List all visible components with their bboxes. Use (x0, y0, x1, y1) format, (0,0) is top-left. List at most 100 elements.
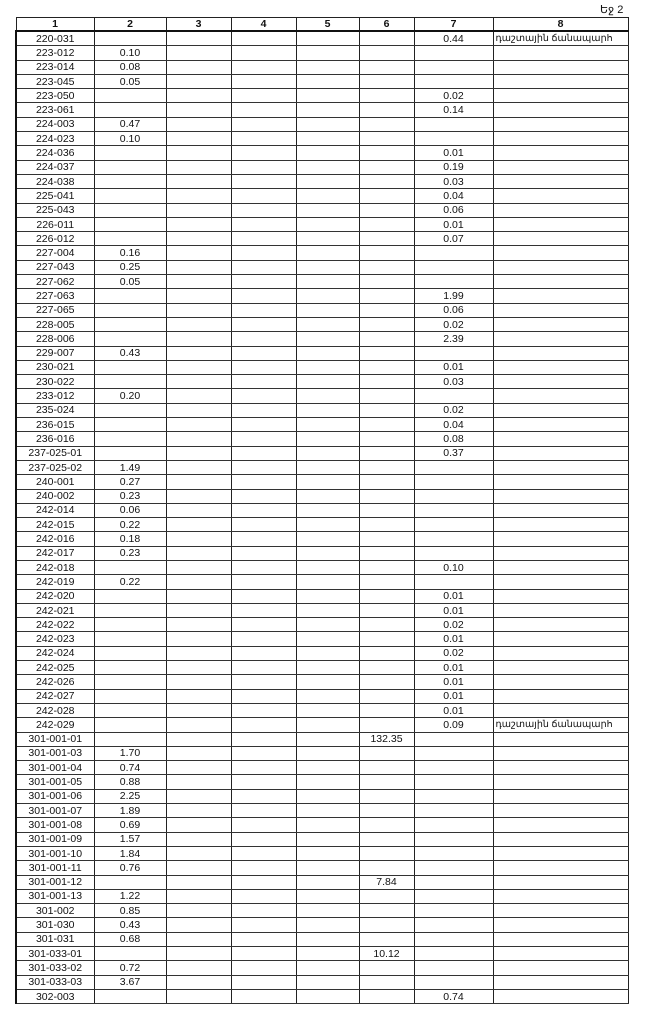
note-cell (492, 988, 629, 1005)
value-cell (358, 617, 415, 633)
parcel-code-cell: 301-001-10 (15, 845, 95, 862)
value-cell (358, 59, 415, 75)
parcel-code-cell: 223-045 (15, 73, 95, 90)
value-cell (230, 860, 297, 876)
value-cell: 0.08 (93, 59, 167, 75)
note-cell (492, 359, 629, 376)
value-cell (230, 159, 297, 175)
value-cell (295, 831, 360, 847)
value-cell: 0.43 (93, 345, 167, 361)
value-cell (93, 988, 167, 1005)
parcel-code-cell: 229-007 (15, 345, 95, 361)
note-cell (492, 874, 629, 890)
value-cell (358, 388, 415, 404)
table-row: 242-017 0.23 (15, 545, 629, 561)
value-cell: 0.02 (413, 617, 494, 633)
parcel-code-cell: 227-063 (15, 288, 95, 304)
table-row: 223-014 0.08 (15, 59, 629, 75)
value-cell (358, 459, 415, 476)
value-cell (230, 216, 297, 233)
note-cell (492, 860, 629, 876)
value-cell (413, 945, 494, 962)
value-cell: 0.25 (93, 259, 167, 276)
value-cell (358, 702, 415, 719)
value-cell: 0.01 (413, 216, 494, 233)
value-cell (230, 431, 297, 447)
value-cell (230, 30, 297, 47)
value-cell (165, 702, 232, 719)
table-row: 301-001-01 132.35 (15, 731, 629, 747)
value-cell (165, 173, 232, 190)
note-cell (492, 788, 629, 805)
table-row: 226-011 0.01 (15, 216, 629, 233)
value-cell (93, 288, 167, 304)
value-cell (295, 88, 360, 104)
value-cell (230, 645, 297, 662)
value-cell (165, 316, 232, 333)
value-cell (358, 73, 415, 90)
value-cell (230, 488, 297, 504)
value-cell (295, 502, 360, 519)
value-cell: 1.84 (93, 845, 167, 862)
value-cell: 0.69 (93, 817, 167, 833)
value-cell (230, 502, 297, 519)
column-header-1: 1 (15, 17, 95, 32)
value-cell (413, 59, 494, 75)
value-cell (295, 574, 360, 590)
value-cell (230, 417, 297, 433)
value-cell (165, 688, 232, 704)
value-cell (165, 474, 232, 490)
value-cell: 0.74 (93, 760, 167, 776)
value-cell (358, 359, 415, 376)
note-cell (492, 888, 629, 905)
value-cell (358, 903, 415, 919)
note-cell (492, 688, 629, 704)
value-cell (358, 602, 415, 619)
column-header-8: 8 (492, 17, 629, 32)
table-row: 224-023 0.10 (15, 131, 629, 147)
value-cell (230, 259, 297, 276)
table-row: 229-007 0.43 (15, 345, 629, 361)
value-cell (295, 374, 360, 390)
parcel-code-cell: 227-065 (15, 302, 95, 318)
value-cell (165, 931, 232, 948)
parcel-code-cell: 301-033-03 (15, 974, 95, 990)
parcel-code-cell: 242-015 (15, 517, 95, 533)
note-cell (492, 159, 629, 175)
value-cell (165, 602, 232, 619)
value-cell (295, 388, 360, 404)
value-cell (413, 545, 494, 561)
table-row: 224-038 0.03 (15, 173, 629, 190)
value-cell (358, 145, 415, 161)
table-row: 301-001-12 7.84 (15, 874, 629, 890)
table-row: 301-031 0.68 (15, 931, 629, 948)
value-cell (358, 259, 415, 276)
value-cell: 1.89 (93, 803, 167, 819)
table-row: 242-014 0.06 (15, 502, 629, 519)
value-cell: 1.49 (93, 459, 167, 476)
value-cell: 2.39 (413, 331, 494, 347)
note-cell (492, 45, 629, 61)
value-cell (165, 617, 232, 633)
value-cell (413, 845, 494, 862)
table-row: 301-001-04 0.74 (15, 760, 629, 776)
value-cell: 0.43 (93, 917, 167, 933)
value-cell (358, 960, 415, 976)
table-row: 301-033-02 0.72 (15, 960, 629, 976)
value-cell (295, 631, 360, 647)
value-cell (165, 116, 232, 133)
value-cell (230, 631, 297, 647)
table-row: 228-005 0.02 (15, 316, 629, 333)
value-cell (358, 116, 415, 133)
parcel-code-cell: 301-033-02 (15, 960, 95, 976)
note-cell (492, 402, 629, 419)
value-cell: 0.05 (93, 274, 167, 290)
value-cell: 0.47 (93, 116, 167, 133)
value-cell (413, 345, 494, 361)
table-row: 242-020 0.01 (15, 588, 629, 604)
table-row: 223-061 0.14 (15, 102, 629, 118)
value-cell (230, 702, 297, 719)
value-cell (230, 517, 297, 533)
table-row: 242-019 0.22 (15, 574, 629, 590)
value-cell (295, 316, 360, 333)
